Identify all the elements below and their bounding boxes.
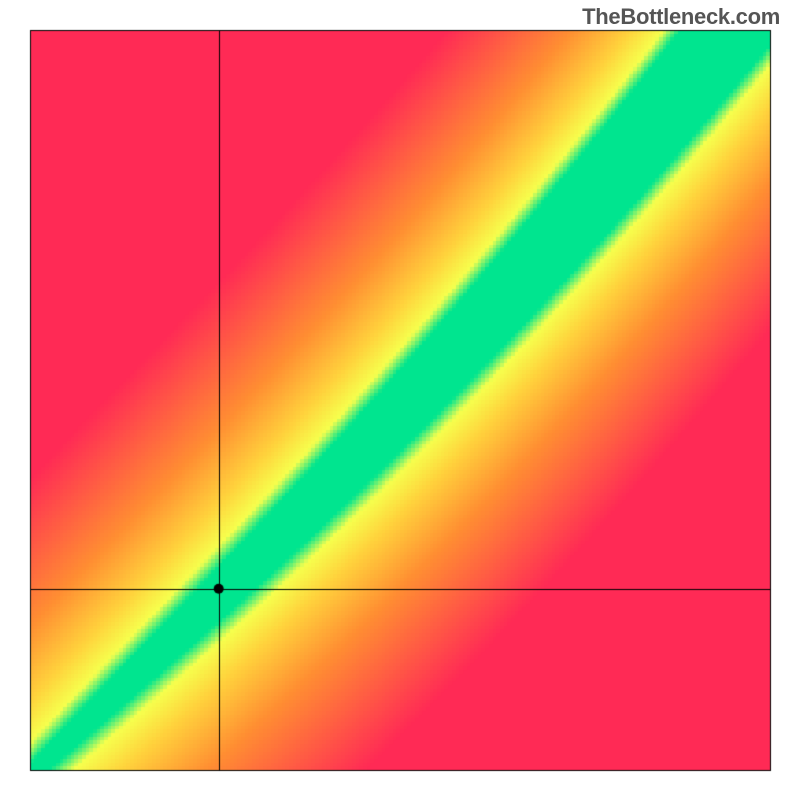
heatmap-canvas [0,0,800,800]
watermark-text: TheBottleneck.com [582,4,780,30]
chart-container: TheBottleneck.com [0,0,800,800]
